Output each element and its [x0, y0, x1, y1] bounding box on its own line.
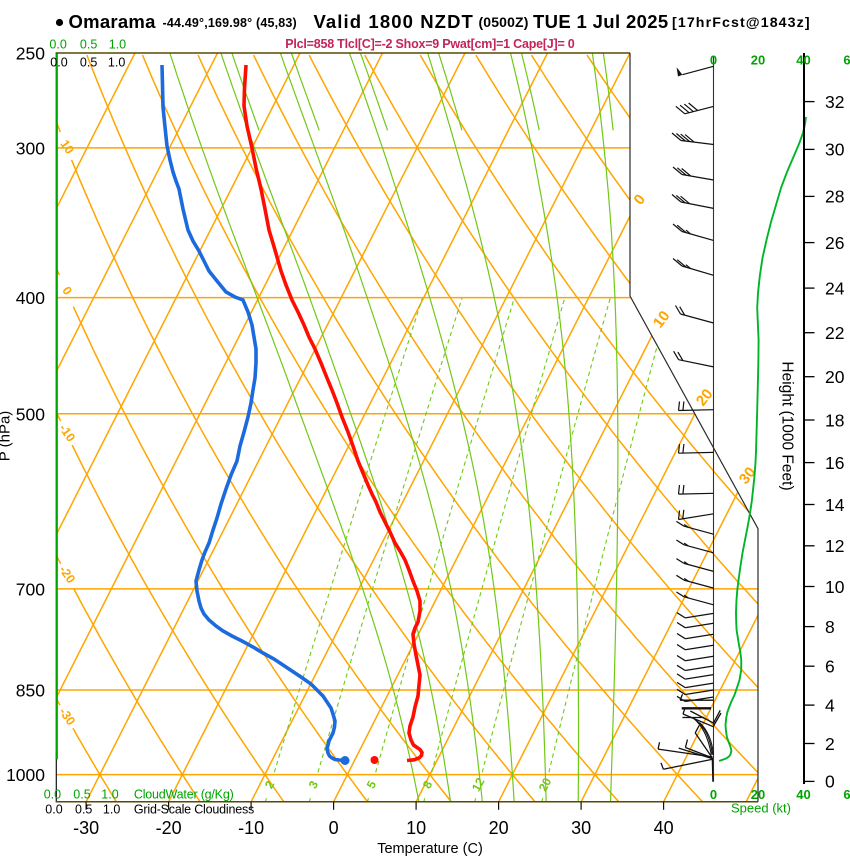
svg-text:18: 18 [825, 410, 844, 430]
svg-text:-20: -20 [156, 818, 182, 838]
svg-text:12: 12 [825, 536, 844, 556]
svg-text:6: 6 [825, 657, 835, 677]
svg-text:6: 6 [843, 53, 850, 68]
svg-text:-10: -10 [238, 818, 264, 838]
svg-text:0.0: 0.0 [49, 38, 66, 52]
svg-text:40: 40 [654, 818, 674, 838]
svg-text:20: 20 [751, 787, 765, 802]
svg-text:850: 850 [16, 681, 45, 701]
svg-text:8: 8 [825, 617, 835, 637]
svg-text:Speed (kt): Speed (kt) [731, 801, 791, 816]
svg-text:4: 4 [825, 695, 835, 715]
svg-text:14: 14 [825, 495, 845, 515]
svg-text:30: 30 [825, 140, 845, 160]
svg-text:30: 30 [571, 818, 591, 838]
svg-text:-44.49°,169.98° (45,83): -44.49°,169.98° (45,83) [163, 16, 297, 30]
svg-text:1000: 1000 [6, 765, 45, 785]
svg-text:10: 10 [406, 818, 426, 838]
svg-text:0: 0 [710, 787, 717, 802]
svg-text:400: 400 [16, 288, 45, 308]
svg-text:700: 700 [16, 579, 45, 599]
svg-text:20: 20 [693, 386, 717, 410]
svg-text:12: 12 [469, 775, 488, 794]
svg-text:250: 250 [16, 44, 45, 64]
svg-text:300: 300 [16, 138, 45, 158]
svg-text:P (hPa): P (hPa) [0, 411, 14, 462]
svg-text:20: 20 [825, 367, 845, 387]
svg-text:TUE 1 Jul 2025: TUE 1 Jul 2025 [533, 11, 669, 32]
svg-text:Plcl=858 Tlcl[C]=-2 Shox=9 Pwa: Plcl=858 Tlcl[C]=-2 Shox=9 Pwat[cm]=1 Ca… [285, 37, 574, 51]
svg-text:28: 28 [825, 187, 844, 207]
svg-text:0.5: 0.5 [80, 38, 97, 52]
svg-text:20: 20 [536, 775, 555, 794]
svg-text:2: 2 [825, 734, 835, 754]
svg-text:0.5: 0.5 [80, 56, 97, 70]
svg-text:10: 10 [57, 137, 76, 156]
svg-text:0.0: 0.0 [45, 803, 62, 817]
svg-text:Temperature (C): Temperature (C) [377, 841, 483, 857]
svg-text:Valid 1800 NZDT: Valid 1800 NZDT [314, 11, 474, 32]
svg-text:0.0: 0.0 [44, 788, 61, 802]
svg-text:6: 6 [843, 787, 850, 802]
svg-text:10: 10 [825, 577, 845, 597]
svg-text:0: 0 [710, 53, 717, 68]
svg-text:0.5: 0.5 [75, 803, 92, 817]
svg-text:0.0: 0.0 [50, 56, 67, 70]
svg-text:CloudWater (g/Kg): CloudWater (g/Kg) [134, 788, 234, 802]
svg-text:26: 26 [825, 233, 844, 253]
svg-text:Height (1000 Feet): Height (1000 Feet) [779, 361, 796, 490]
svg-text:1.0: 1.0 [103, 803, 120, 817]
svg-text:24: 24 [825, 278, 845, 298]
svg-text:500: 500 [16, 404, 45, 424]
svg-text:40: 40 [796, 53, 810, 68]
svg-text:1.0: 1.0 [101, 788, 118, 802]
svg-text:1.0: 1.0 [108, 56, 125, 70]
svg-text:0.5: 0.5 [73, 788, 90, 802]
svg-text:Grid-Scale Cloudiness: Grid-Scale Cloudiness [134, 803, 254, 817]
svg-text:(0500Z): (0500Z) [479, 14, 529, 30]
svg-text:0: 0 [825, 772, 835, 792]
svg-text:0: 0 [329, 818, 339, 838]
svg-text:Omarama: Omarama [69, 11, 157, 32]
svg-text:[17hrFcst@1843z]: [17hrFcst@1843z] [672, 15, 811, 31]
svg-text:10: 10 [650, 308, 674, 332]
svg-text:1.0: 1.0 [109, 38, 126, 52]
svg-text:20: 20 [489, 818, 509, 838]
svg-text:22: 22 [825, 323, 844, 343]
svg-text:16: 16 [825, 453, 844, 473]
svg-text:32: 32 [825, 92, 844, 112]
svg-text:-30: -30 [73, 818, 99, 838]
svg-text:20: 20 [751, 53, 765, 68]
svg-text:40: 40 [796, 787, 810, 802]
